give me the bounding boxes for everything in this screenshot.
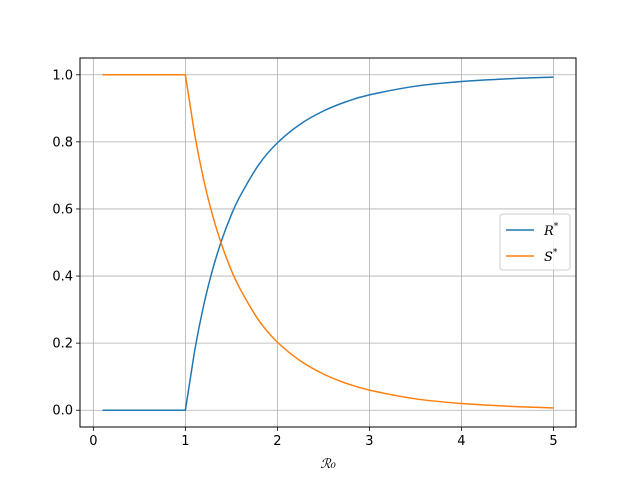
y-tick-label: 1.0: [52, 68, 73, 83]
axis-ticks: 0 1 2 3 4 5 0.0 0.2 0.4 0.6 0.8 1.0: [52, 68, 557, 449]
y-tick-label: 0.8: [52, 135, 73, 150]
x-axis-label: ℛ₀: [320, 457, 336, 472]
grid: [80, 58, 576, 427]
x-tick-label: 2: [273, 434, 281, 449]
x-tick-label: 4: [457, 434, 465, 449]
legend-label-r: R*: [543, 222, 559, 239]
y-tick-label: 0.0: [52, 404, 73, 419]
series-line-s: [102, 74, 554, 409]
plot-area: [79, 57, 577, 428]
series-line-r: [102, 76, 554, 411]
x-tick-label: 5: [549, 434, 557, 449]
y-tick-label: 0.2: [52, 337, 73, 352]
legend: R* S*: [499, 213, 571, 271]
y-tick-label: 0.6: [52, 202, 73, 217]
x-tick-label: 0: [89, 434, 97, 449]
series-layer: [102, 74, 554, 411]
x-tick-label: 1: [181, 434, 189, 449]
legend-box: [499, 213, 571, 271]
legend-label-s: S*: [544, 248, 558, 265]
x-tick-label: 3: [365, 434, 373, 449]
y-tick-label: 0.4: [52, 270, 73, 285]
